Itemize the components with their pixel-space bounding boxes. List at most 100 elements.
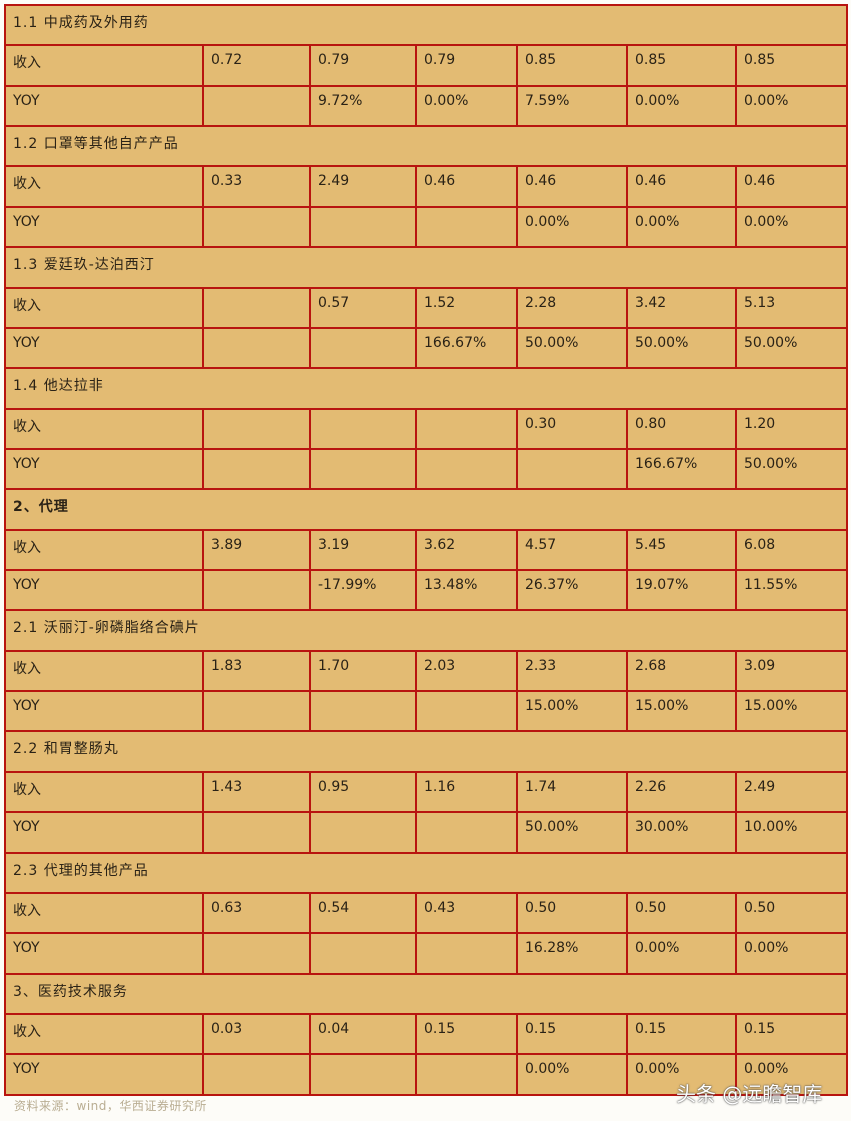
table-cell: 0.79: [415, 44, 518, 87]
table-cell: [415, 690, 518, 733]
table-cell: 4.57: [516, 528, 628, 572]
table-cell: 3.89: [202, 528, 311, 572]
table-row: 收入 0.30 0.80 1.20: [4, 407, 849, 450]
table-cell: 0.54: [309, 891, 417, 935]
row-label: 收入: [4, 165, 204, 208]
row-label: YOY: [4, 326, 204, 370]
table-cell: 1.74: [516, 770, 628, 814]
row-label: YOY: [4, 1053, 204, 1096]
table-cell: 0.85: [516, 44, 628, 87]
table-row: YOY 166.67% 50.00% 50.00% 50.00%: [4, 326, 849, 370]
table-cell: 0.46: [516, 165, 628, 208]
row-label: 收入: [4, 528, 204, 572]
table-cell: 2.33: [516, 649, 628, 693]
row-label: 收入: [4, 770, 204, 814]
table-cell: 1.43: [202, 770, 311, 814]
row-label: YOY: [4, 569, 204, 612]
table-cell: 0.95: [309, 770, 417, 814]
table-cell: 50.00%: [734, 447, 849, 491]
row-label: YOY: [4, 811, 204, 854]
table-cell: 2.49: [734, 770, 849, 814]
table-cell: [202, 205, 311, 249]
table-cell: 166.67%: [626, 447, 737, 491]
table-cell: 0.30: [516, 407, 628, 450]
table-cell: 0.00%: [415, 84, 518, 128]
table-cell: 0.63: [202, 891, 311, 935]
table-cell: [202, 286, 311, 329]
table-cell: [415, 205, 518, 249]
table-cell: [415, 932, 518, 975]
table-cell: 13.48%: [415, 569, 518, 612]
table-cell: 166.67%: [415, 326, 518, 370]
table-cell: 15.00%: [516, 690, 628, 733]
table-cell: 0.72: [202, 44, 311, 87]
table-cell: -17.99%: [309, 569, 417, 612]
source-note: 资料来源：wind，华西证券研究所: [14, 1099, 207, 1113]
table-row: YOY 9.72% 0.00% 7.59% 0.00% 0.00%: [4, 84, 849, 128]
table-cell: 0.00%: [516, 205, 628, 249]
section-title: 1.3 爱廷玖-达泊西汀: [3, 246, 849, 289]
section-title: 2、代理: [3, 488, 849, 531]
table-cell: 0.00%: [516, 1053, 628, 1096]
table-cell: [309, 690, 417, 733]
table-cell: 3.62: [415, 528, 518, 572]
section-title: 2.2 和胃整肠丸: [3, 730, 849, 773]
table-cell: 50.00%: [516, 811, 628, 854]
table-cell: [309, 205, 417, 249]
table-cell: 15.00%: [734, 690, 849, 733]
table-cell: 5.13: [734, 286, 849, 329]
table-cell: 30.00%: [626, 811, 737, 854]
table-cell: 0.00%: [734, 1053, 849, 1096]
section-header-row: 2.2 和胃整肠丸: [3, 730, 849, 773]
section-header-row: 2、代理: [3, 488, 849, 531]
section-title: 3、医药技术服务: [3, 972, 849, 1015]
table-cell: 0.46: [415, 165, 518, 208]
table-cell: [202, 1053, 311, 1096]
table-cell: 2.49: [309, 165, 417, 208]
table-cell: 6.08: [734, 528, 849, 572]
table-cell: 1.83: [202, 649, 311, 693]
table-cell: [309, 932, 417, 975]
table-cell: 0.46: [734, 165, 849, 208]
row-label: 收入: [4, 1012, 204, 1056]
row-label: YOY: [4, 84, 204, 128]
table-cell: [309, 447, 417, 491]
section-title: 1.2 口罩等其他自产产品: [3, 125, 849, 168]
row-label: YOY: [4, 205, 204, 249]
table-cell: 0.46: [626, 165, 737, 208]
table-cell: 0.50: [626, 891, 737, 935]
table-row: 收入 0.57 1.52 2.28 3.42 5.13: [4, 286, 849, 329]
table-cell: 0.00%: [626, 932, 737, 975]
table-row: YOY 0.00% 0.00% 0.00%: [4, 1053, 849, 1096]
table-cell: 50.00%: [516, 326, 628, 370]
table-cell: 0.50: [734, 891, 849, 935]
table-cell: [202, 447, 311, 491]
table-cell: [202, 690, 311, 733]
table-cell: 16.28%: [516, 932, 628, 975]
row-label: YOY: [4, 690, 204, 733]
table-cell: [202, 407, 311, 450]
table-cell: 1.20: [734, 407, 849, 450]
table-row: 收入 0.33 2.49 0.46 0.46 0.46 0.46: [4, 165, 849, 208]
row-label: 收入: [4, 44, 204, 87]
section-title: 2.1 沃丽汀-卵磷脂络合碘片: [3, 609, 849, 652]
table-cell: 1.70: [309, 649, 417, 693]
table-cell: 0.00%: [626, 1053, 737, 1096]
table-cell: 0.57: [309, 286, 417, 329]
section-header-row: 1.3 爱廷玖-达泊西汀: [3, 246, 849, 289]
table-cell: 19.07%: [626, 569, 737, 612]
table-row: YOY -17.99% 13.48% 26.37% 19.07% 11.55%: [4, 569, 849, 612]
table-cell: 0.50: [516, 891, 628, 935]
table-cell: [516, 447, 628, 491]
table-cell: [415, 407, 518, 450]
section-title: 1.4 他达拉非: [3, 367, 849, 410]
table-cell: 0.15: [415, 1012, 518, 1056]
table-cell: 2.28: [516, 286, 628, 329]
table-cell: 50.00%: [626, 326, 737, 370]
table-row: YOY 15.00% 15.00% 15.00%: [4, 690, 849, 733]
section-header-row: 2.3 代理的其他产品: [3, 851, 849, 894]
row-label: 收入: [4, 286, 204, 329]
table-row: 收入 0.63 0.54 0.43 0.50 0.50 0.50: [4, 891, 849, 935]
row-label: YOY: [4, 447, 204, 491]
table-row: YOY 50.00% 30.00% 10.00%: [4, 811, 849, 854]
